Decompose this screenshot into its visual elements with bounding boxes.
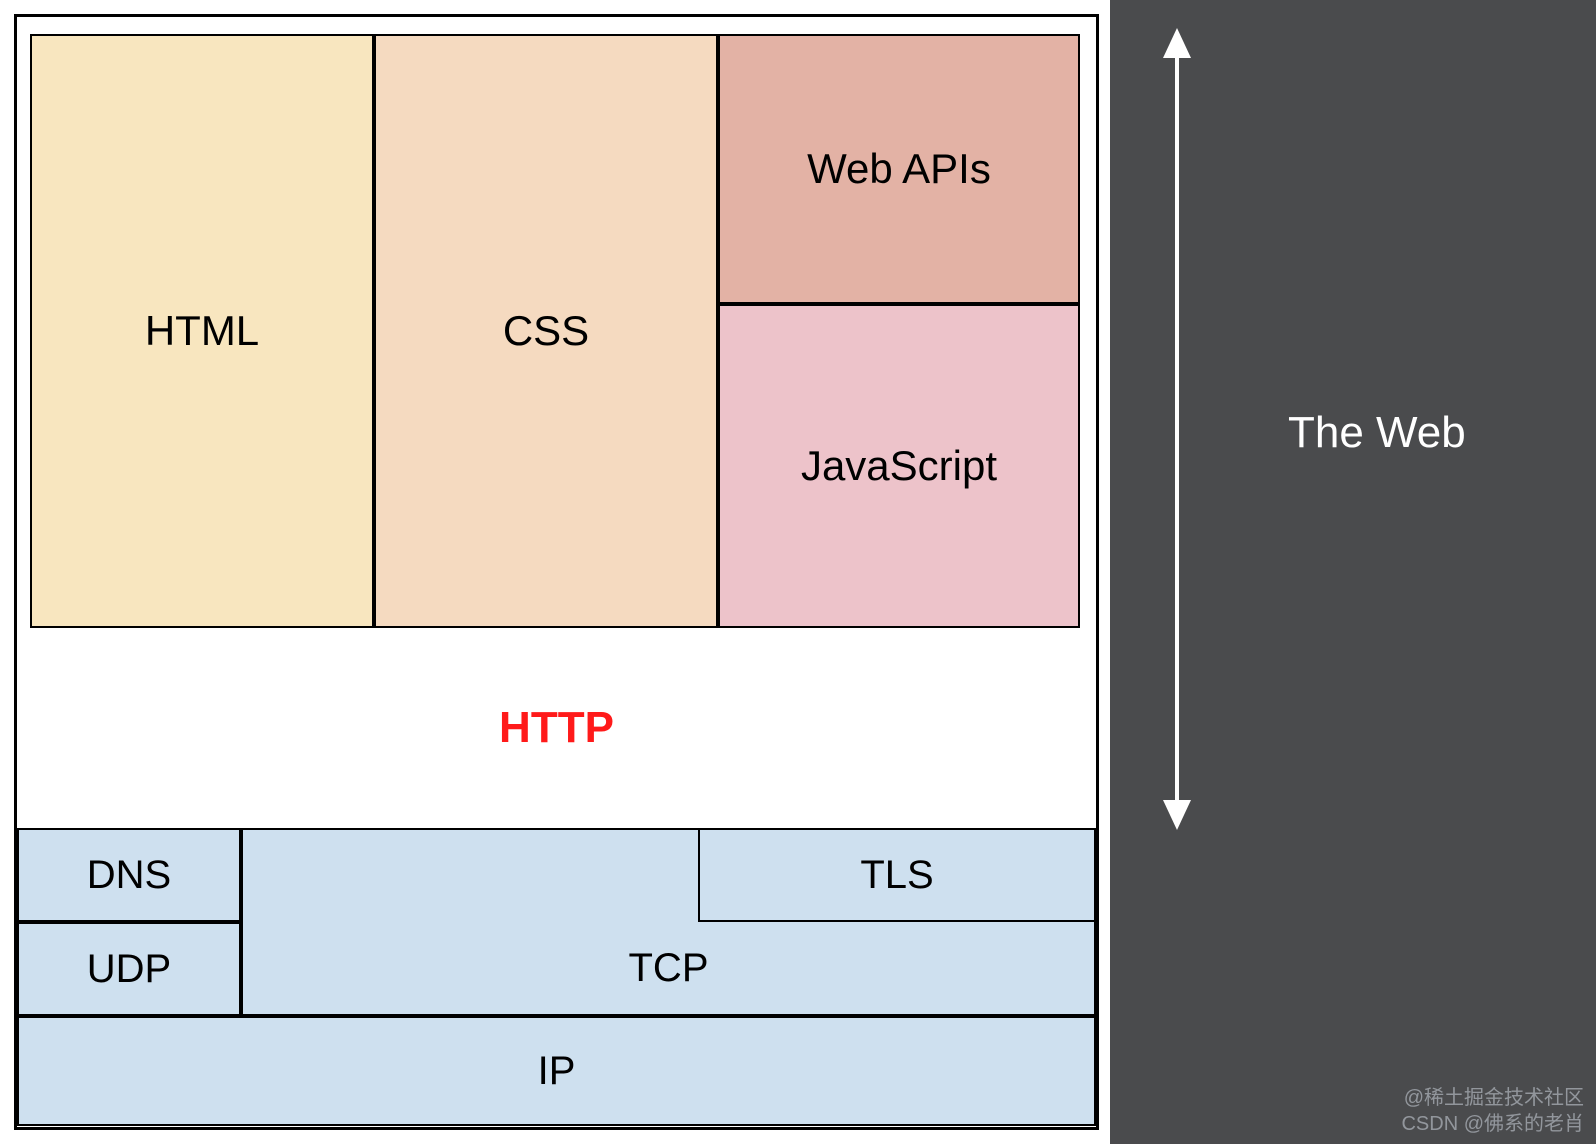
block-javascript: JavaScript <box>718 304 1080 628</box>
block-ip: IP <box>17 1016 1096 1126</box>
block-webapis: Web APIs <box>718 34 1080 304</box>
block-tls: TLS <box>698 828 1096 922</box>
block-tls-label: TLS <box>860 853 933 898</box>
block-udp: UDP <box>17 922 241 1016</box>
range-arrow-line <box>1175 48 1179 808</box>
block-html-label: HTML <box>145 307 259 355</box>
range-arrow-head-bottom <box>1163 800 1191 830</box>
block-css-label: CSS <box>503 307 589 355</box>
block-ip-label: IP <box>538 1049 576 1094</box>
diagram-canvas: The Web HTML CSS Web APIs JavaScript HTT… <box>0 0 1596 1144</box>
block-tcp-label: TCP <box>629 946 709 991</box>
block-http-label: HTTP <box>499 703 614 753</box>
block-javascript-label: JavaScript <box>801 442 997 490</box>
block-http: HTTP <box>17 628 1096 828</box>
watermark-line2: CSDN @佛系的老肖 <box>1401 1107 1584 1136</box>
block-webapis-label: Web APIs <box>807 145 991 193</box>
range-arrow-head-top <box>1163 28 1191 58</box>
block-dns: DNS <box>17 828 241 922</box>
sidebar-panel: The Web <box>1110 0 1596 1144</box>
block-dns-label: DNS <box>87 853 171 898</box>
block-udp-label: UDP <box>87 947 171 992</box>
block-css: CSS <box>374 34 718 628</box>
sidebar-label: The Web <box>1288 408 1466 458</box>
watermark-line1: @稀土掘金技术社区 <box>1404 1081 1584 1110</box>
block-html: HTML <box>30 34 374 628</box>
